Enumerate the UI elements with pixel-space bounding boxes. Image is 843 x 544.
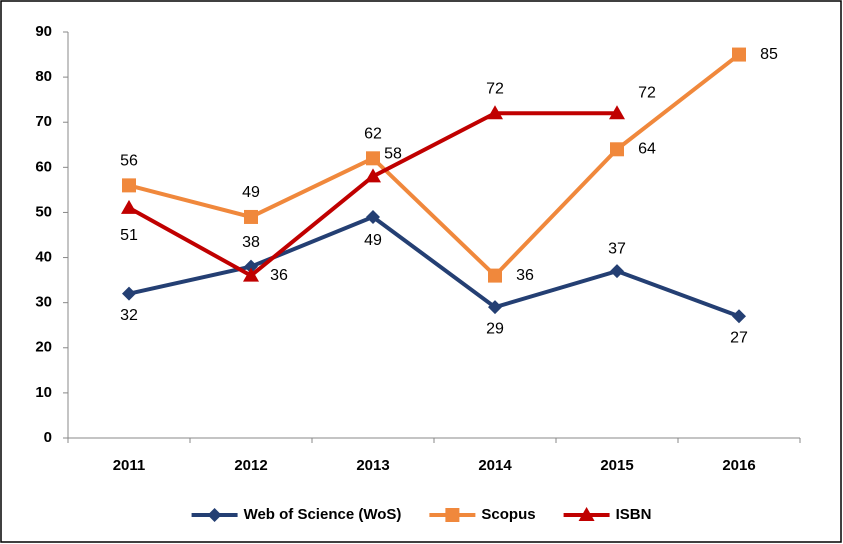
marker	[609, 105, 625, 120]
legend-marker	[578, 507, 595, 521]
data-label: 49	[364, 232, 382, 249]
marker	[122, 286, 136, 301]
series-line	[128, 214, 740, 319]
y-tick-label: 10	[35, 384, 52, 401]
data-label: 56	[120, 153, 138, 170]
x-tick-label: 2015	[600, 457, 633, 474]
legend-marker	[207, 508, 222, 522]
x-tick-label: 2013	[356, 457, 389, 474]
y-tick-label: 70	[35, 113, 52, 130]
marker	[732, 47, 746, 62]
y-tick-label: 60	[35, 158, 52, 175]
y-tick-label: 30	[35, 294, 52, 311]
marker	[244, 259, 258, 274]
data-label: 58	[384, 146, 402, 163]
y-tick-label: 20	[35, 339, 52, 356]
x-tick-label: 2016	[722, 457, 755, 474]
legend-marker	[445, 508, 460, 522]
data-label: 85	[760, 46, 778, 63]
marker	[365, 168, 381, 183]
marker	[610, 264, 624, 279]
marker	[487, 105, 503, 120]
y-tick-label: 90	[35, 23, 52, 40]
data-label: 62	[364, 126, 382, 143]
y-tick-label: 50	[35, 203, 52, 220]
data-label: 36	[516, 267, 534, 284]
legend-label: ISBN	[616, 506, 652, 523]
data-label: 38	[242, 234, 260, 251]
data-label: 32	[120, 307, 138, 324]
marker	[610, 142, 624, 157]
marker	[244, 209, 258, 224]
data-label: 29	[486, 320, 504, 337]
y-tick-label: 40	[35, 249, 52, 266]
data-label: 27	[730, 329, 748, 346]
series-line	[128, 52, 741, 279]
data-label: 72	[486, 80, 504, 97]
x-tick-label: 2012	[234, 457, 267, 474]
marker	[488, 268, 502, 283]
data-label: 51	[120, 227, 138, 244]
data-label: 36	[270, 267, 288, 284]
marker	[122, 178, 136, 193]
marker	[732, 309, 746, 324]
y-tick-label: 80	[35, 68, 52, 85]
marker	[366, 151, 380, 166]
x-tick-label: 2011	[113, 457, 146, 474]
data-label: 72	[638, 84, 656, 101]
x-tick-label: 2014	[478, 457, 512, 474]
marker	[243, 267, 259, 282]
legend-label: Web of Science (WoS)	[244, 506, 402, 523]
marker	[366, 209, 380, 224]
data-label: 64	[638, 141, 656, 158]
data-label: 49	[242, 184, 260, 201]
marker	[121, 199, 137, 214]
data-label: 37	[608, 240, 626, 257]
legend-label: Scopus	[481, 506, 535, 523]
y-tick-label: 0	[44, 429, 52, 446]
marker	[488, 300, 502, 315]
